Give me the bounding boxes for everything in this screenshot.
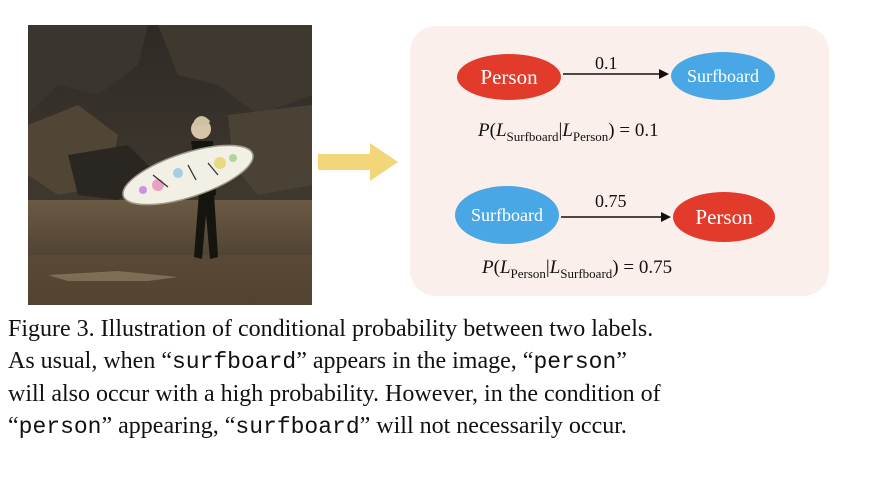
edge-arrow-top <box>563 69 669 79</box>
surfboard-node-bottom: Surfboard <box>455 186 559 244</box>
formula-top-given: Person <box>572 129 609 144</box>
edge-weight-bottom: 0.75 <box>595 191 627 211</box>
formula-top-value: 0.1 <box>634 120 659 141</box>
conditional-probability-panel: Person 0.1 Surfboard P(LSurfboard|LPerso… <box>410 26 829 296</box>
formula-bottom-value: 0.75 <box>638 257 673 278</box>
caption-line-1: Figure 3. Illustration of conditional pr… <box>8 316 654 342</box>
surfer-photo <box>28 25 312 305</box>
person-node-top-label: Person <box>480 64 538 89</box>
arrow-shape <box>318 143 398 181</box>
figure-caption: Figure 3. Illustration of conditional pr… <box>8 313 874 443</box>
caption-line-4: “person” appearing, “surfboard” will not… <box>8 413 627 440</box>
formula-bottom-p: P <box>482 257 494 278</box>
surfer-photo-illustration <box>28 25 312 305</box>
formula-top-target: Surfboard <box>506 129 559 144</box>
formula-top-p: P <box>478 120 490 141</box>
right-arrow-icon <box>318 143 398 181</box>
person-node-top: Person <box>457 54 561 100</box>
formula-bottom: P(LPerson|LSurfboard) = 0.75 <box>482 257 673 281</box>
person-node-bottom: Person <box>673 192 775 242</box>
surfboard-node-top: Surfboard <box>671 52 775 100</box>
surfboard-node-bottom-label: Surfboard <box>471 204 543 225</box>
surfboard-node-top-label: Surfboard <box>687 65 759 86</box>
formula-top: P(LSurfboard|LPerson) = 0.1 <box>478 120 659 144</box>
caption-line-3: will also occur with a high probability.… <box>8 381 661 407</box>
caption-line-2: As usual, when “surfboard” appears in th… <box>8 348 627 375</box>
edge-arrow-bottom <box>561 212 671 222</box>
person-node-bottom-label: Person <box>695 204 753 229</box>
edge-weight-top: 0.1 <box>595 53 618 73</box>
code-person-2: person <box>18 414 102 440</box>
formula-bottom-target: Person <box>510 266 546 281</box>
code-surfboard-2: surfboard <box>235 414 360 440</box>
formula-bottom-given: Surfboard <box>560 266 613 281</box>
code-person: person <box>533 349 617 375</box>
code-surfboard: surfboard <box>171 349 297 375</box>
